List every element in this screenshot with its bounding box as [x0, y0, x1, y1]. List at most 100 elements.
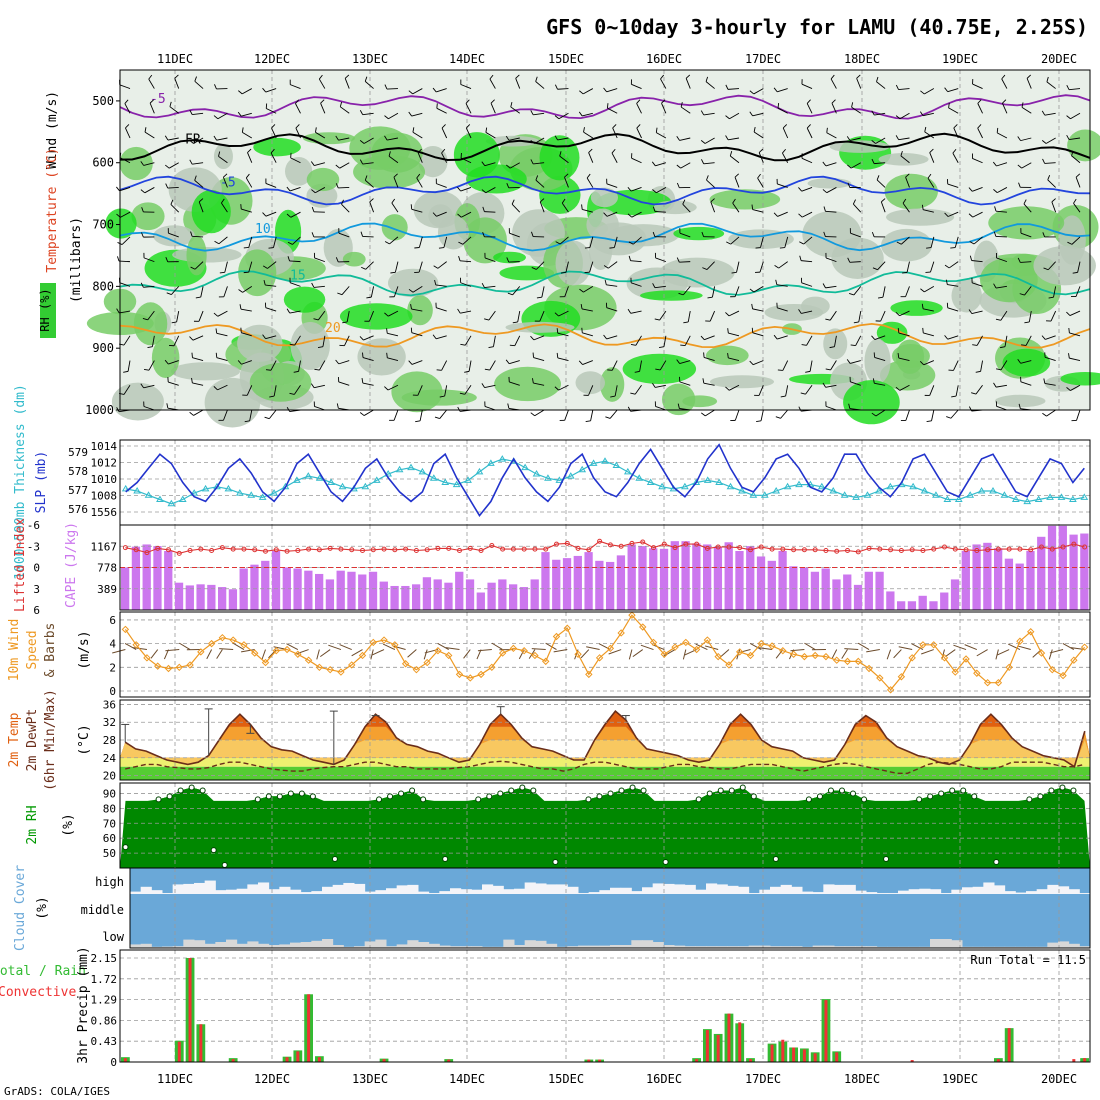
wind-barb: [947, 307, 959, 312]
wind-barb-flag: [822, 189, 828, 194]
wind-barb: [418, 236, 423, 248]
wind-speed-point: [682, 638, 690, 647]
wind-barb: [484, 384, 496, 389]
wind-barb: [388, 155, 399, 164]
wind-barb: [315, 131, 326, 139]
wind-barb-flag: [921, 303, 924, 309]
wind-barb-flag: [829, 346, 835, 349]
wind-barb-flag: [636, 124, 641, 129]
wind-barb-flag: [1021, 344, 1027, 346]
wind-barb-flag: [823, 206, 826, 212]
wind-speed-point: [585, 670, 593, 679]
wind-barb: [119, 282, 131, 287]
wind-barb-flag: [971, 392, 977, 395]
rh-point: [1026, 796, 1033, 803]
wind-speed-point: [563, 624, 571, 632]
wind-barb-flag: [968, 187, 973, 192]
cape-bar: [498, 579, 507, 610]
cloud-high-gap: [930, 889, 942, 894]
wind-barb-flag: [408, 111, 413, 117]
wind-barb-flag: [311, 282, 315, 288]
wind-barb: [706, 261, 715, 270]
wind-barb: [411, 308, 423, 312]
surface-wind-barb: [286, 643, 299, 650]
cape-bar: [767, 560, 776, 610]
wind-barb: [217, 112, 228, 120]
wind-barb-flag: [1017, 164, 1022, 169]
cloud-low-area: [226, 939, 238, 948]
rh-contour-shade: [306, 167, 340, 192]
thickness-point: [1080, 493, 1089, 500]
wind-barb: [247, 152, 253, 163]
wind-barb: [1020, 232, 1032, 238]
rh-point: [409, 787, 416, 794]
lifted-point: [489, 543, 495, 549]
wind-barb: [631, 83, 642, 89]
wind-barb: [1075, 286, 1081, 297]
wind-barb: [143, 285, 155, 288]
rh-contour-shade: [283, 286, 326, 313]
wind-barb-flag: [920, 288, 925, 293]
wind-barb-flag: [950, 247, 956, 249]
wind-barb: [393, 177, 399, 188]
rh-contour-shade: [709, 375, 774, 389]
wind-barb: [265, 88, 277, 93]
cloud-low-area: [706, 946, 718, 948]
wind-barb-flag: [905, 173, 910, 178]
thickness-point: [703, 476, 712, 483]
cloud-low-area: [695, 946, 707, 948]
wind-barb: [874, 162, 886, 165]
wind-barb-flag: [847, 257, 851, 263]
wind-barb: [947, 183, 959, 188]
wind-barb-flag: [165, 164, 170, 169]
wind-barb-flag: [388, 151, 391, 157]
wind-barb: [265, 335, 277, 340]
wind-barb-flag: [295, 99, 300, 104]
cape-bar: [950, 579, 960, 610]
wind-barb-flag: [213, 386, 218, 391]
cape-bar: [509, 584, 518, 610]
wind-barb-flag: [846, 359, 851, 364]
cloud-high-gap: [887, 893, 899, 894]
wind-barb: [240, 308, 252, 312]
wind-barb-flag: [749, 288, 755, 293]
wind-barb-flag: [287, 256, 290, 262]
rh-contour-shade: [284, 156, 313, 186]
wind-barb: [246, 385, 253, 396]
axis-label-dewpt: 2m DewPt: [25, 709, 40, 772]
wind-barb-flag: [214, 84, 217, 90]
cloud-low-area: [375, 939, 387, 948]
surface-wind-barb: [804, 642, 816, 650]
precip-conv-bar: [231, 1059, 235, 1062]
wind-barb-flag: [539, 198, 545, 203]
rh-point: [254, 796, 261, 803]
wind-barb: [151, 335, 155, 347]
rh-tick-label: 60: [103, 832, 116, 845]
rh-point: [552, 859, 559, 866]
wind-barb-flag: [265, 369, 272, 371]
cloud-high-gap: [802, 891, 814, 894]
rh-point: [938, 790, 945, 797]
cloud-low-area: [524, 940, 536, 948]
wind-barb-flag: [848, 403, 851, 409]
wind-barb: [703, 112, 715, 116]
wind-barb: [734, 286, 740, 297]
cloud-high-gap: [130, 891, 142, 894]
contour-label: FR: [185, 132, 201, 147]
wind-barb: [169, 106, 179, 114]
surface-wind-barb: [608, 649, 622, 655]
wind-barb: [784, 236, 789, 248]
wind-barb-flag: [311, 206, 315, 212]
cloud-low-area: [162, 946, 174, 948]
cloud-high-gap: [759, 889, 771, 894]
wind-barb: [874, 112, 886, 116]
cloud-high-gap: [279, 886, 291, 894]
cloud-low-area: [258, 943, 270, 948]
axis-label-thickness: 1000~500mb Thickness (dm): [13, 384, 28, 580]
wind-barb: [338, 381, 350, 386]
rh-contour-shade: [253, 137, 301, 157]
wind-barb: [590, 409, 594, 421]
wind-barb-flag: [190, 266, 196, 270]
wind-barb-flag: [993, 189, 998, 193]
wind-barb: [924, 88, 935, 95]
